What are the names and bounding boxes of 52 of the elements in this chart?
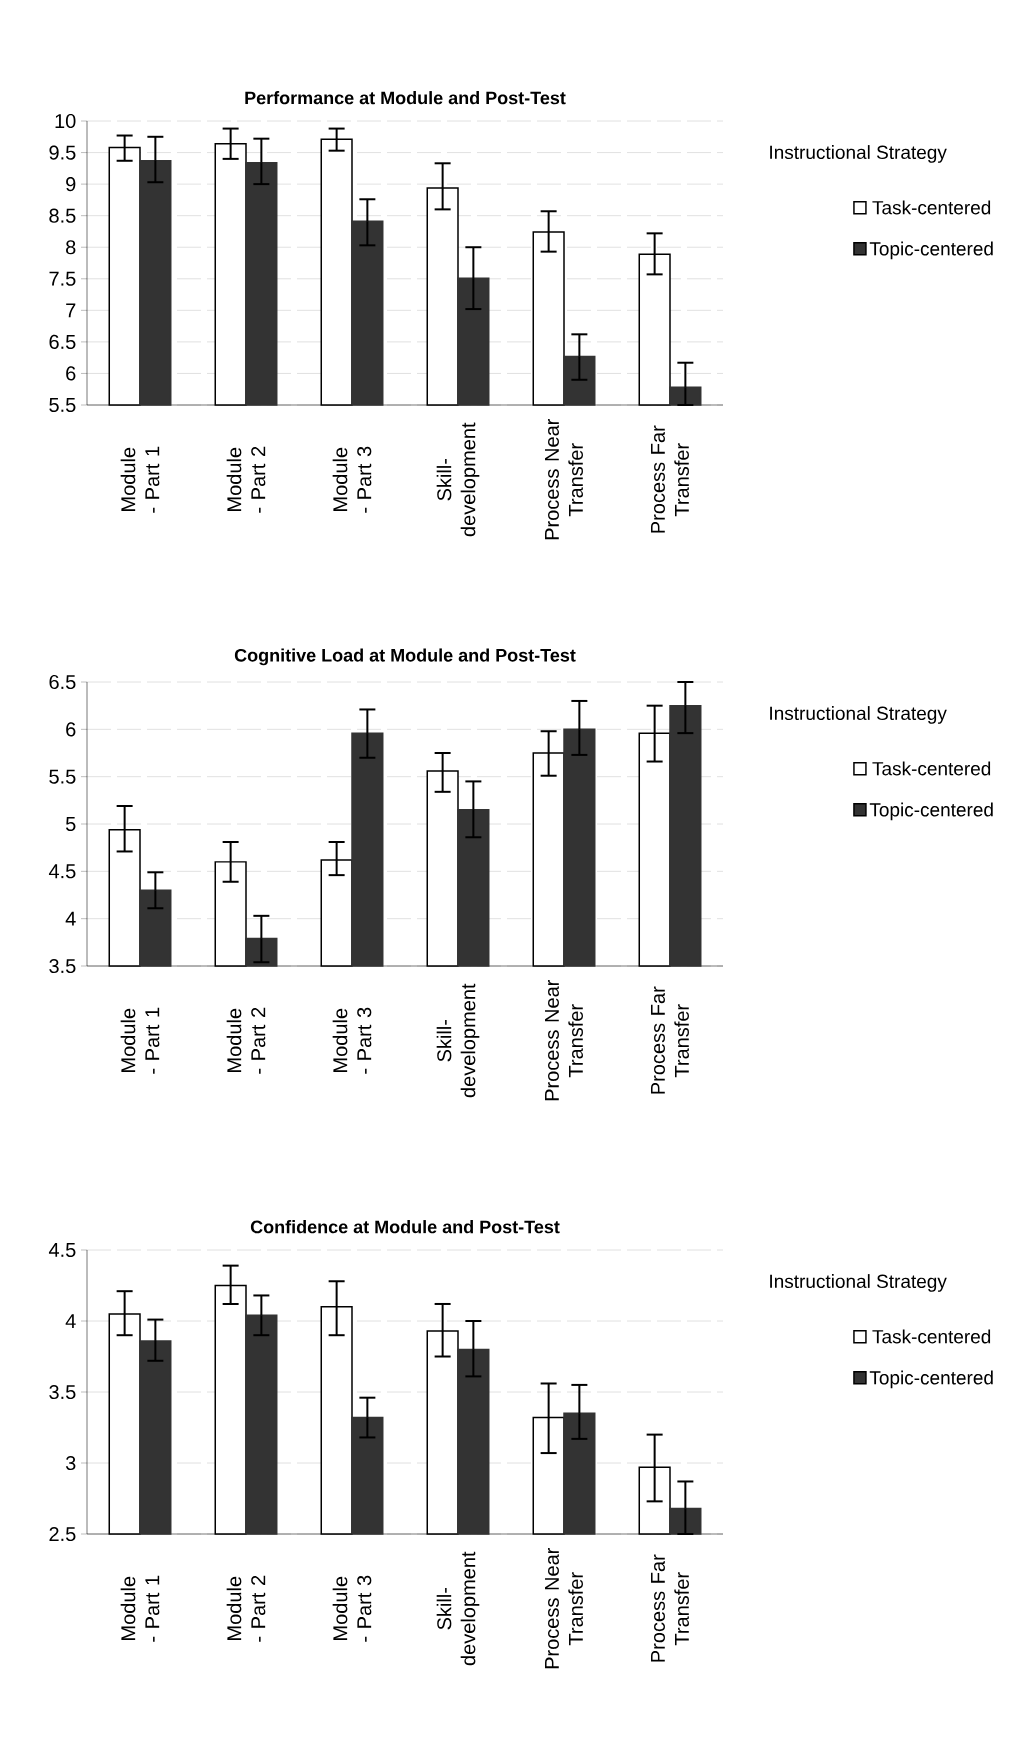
- y-tick-label: 7.5: [49, 271, 76, 286]
- y-tick-label: 3.5: [49, 1384, 76, 1400]
- y-tick-label: 4: [65, 1314, 76, 1328]
- x-tick-label: Module - Part 1: [120, 1575, 160, 1642]
- x-tick-label: Process Far Transfer: [651, 986, 689, 1094]
- legend-label: Topic-centered: [869, 1370, 993, 1389]
- y-tick-label: 6: [66, 722, 76, 737]
- y-tick-label: 5.5: [49, 769, 76, 784]
- x-tick-label: Process Near Transfer: [545, 979, 583, 1101]
- legend-title: Instructional Strategy: [770, 145, 947, 163]
- x-tick-label: Process Far Transfer: [651, 425, 689, 533]
- x-tick-label: Module - Part 2: [226, 1575, 266, 1642]
- y-tick-label: 9: [66, 177, 76, 192]
- y-tick-label: 3: [65, 1455, 76, 1471]
- x-tick-label: Skill-development: [436, 983, 480, 1098]
- chart-title: Performance at Module and Post-Test: [245, 91, 566, 105]
- x-tick-label: Module - Part 2: [226, 1007, 266, 1074]
- legend-label: Topic-centered: [869, 802, 993, 821]
- y-tick-label: 3.5: [49, 958, 76, 974]
- y-tick-label: 10: [55, 113, 76, 129]
- y-tick-label: 5: [65, 817, 76, 831]
- y-tick-label: 2.5: [49, 1526, 76, 1542]
- x-tick-label: Module - Part 3: [332, 1575, 372, 1642]
- y-tick-label: 6.5: [49, 334, 76, 349]
- chart-title: Confidence at Module and Post-Test: [250, 1220, 560, 1234]
- legend-label: Task-centered: [872, 1329, 991, 1344]
- y-tick-label: 4.5: [48, 1243, 76, 1257]
- x-tick-label: Module - Part 2: [226, 446, 266, 513]
- x-tick-label: Process Far Transfer: [651, 1554, 689, 1662]
- y-tick-label: 5.5: [49, 398, 76, 412]
- legend-label: Task-centered: [872, 200, 991, 215]
- legend-title: Instructional Strategy: [770, 706, 947, 724]
- y-tick-label: 4: [65, 911, 76, 926]
- y-tick-label: 4.5: [48, 864, 76, 879]
- y-tick-label: 6.5: [49, 674, 76, 690]
- x-tick-label: Module - Part 3: [332, 1007, 372, 1074]
- y-tick-label: 8: [66, 240, 76, 255]
- chart-title: Cognitive Load at Module and Post-Test: [234, 648, 576, 666]
- legend-label: Task-centered: [872, 761, 991, 776]
- y-tick-label: 7: [66, 303, 76, 318]
- x-tick-label: Module - Part 1: [120, 1007, 160, 1074]
- x-tick-label: Module - Part 1: [120, 446, 160, 513]
- legend-title: Instructional Strategy: [770, 1274, 947, 1292]
- legend-label: Topic-centered: [869, 241, 993, 260]
- y-tick-label: 6: [66, 366, 76, 381]
- x-tick-label: Process Near Transfer: [545, 418, 583, 540]
- y-tick-label: 8.5: [49, 208, 76, 223]
- y-tick-label: 9.5: [49, 145, 76, 160]
- x-tick-label: Process Near Transfer: [545, 1547, 583, 1669]
- x-tick-label: Skill-development: [436, 422, 480, 537]
- x-tick-label: Skill-development: [436, 1551, 480, 1666]
- x-tick-label: Module - Part 3: [332, 446, 372, 513]
